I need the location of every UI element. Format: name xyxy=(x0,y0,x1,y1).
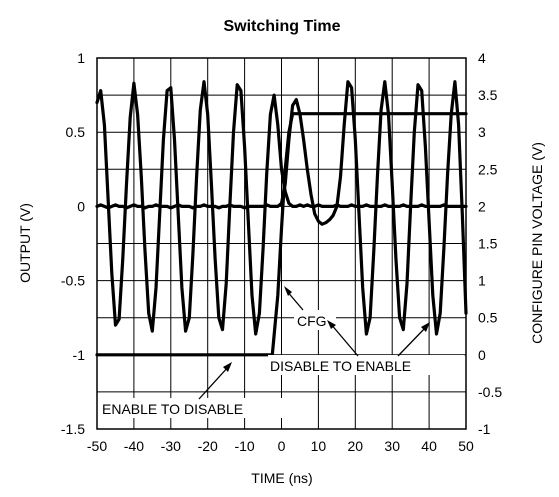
y2-tick-label: 2 xyxy=(478,198,486,214)
annotation-enable-to-disable-label: ENABLE TO DISABLE xyxy=(102,401,243,417)
x-tick-labels: -50 -40 -30 -20 -10 0 10 20 30 40 50 xyxy=(87,438,474,454)
x-tick-label: 0 xyxy=(278,438,286,454)
x-tick-label: 40 xyxy=(421,438,437,454)
annotation-disable-to-enable-arrow-2 xyxy=(397,325,428,357)
y2-tick-label: 0 xyxy=(478,347,486,363)
y-tick-labels: -1.5 -1 -0.5 0 0.5 1 xyxy=(61,50,85,437)
series-line-2 xyxy=(95,112,468,357)
y-tick-label: 0 xyxy=(77,198,85,214)
annotation-cfg-bg xyxy=(294,310,336,330)
y2-tick-label: -0.5 xyxy=(478,384,502,400)
y2-tick-labels: -1 -0.5 0 0.5 1 1.5 2 2.5 3 3.5 4 xyxy=(478,50,502,437)
annotation-cfg-label: CFG xyxy=(297,313,327,329)
annotation-disable-to-enable-arrowhead-1 xyxy=(327,320,336,329)
y2-tick-label: 1.5 xyxy=(478,236,498,252)
x-tick-label: 50 xyxy=(458,438,474,454)
annotation-cfg: CFG xyxy=(284,286,336,330)
y2-axis-label: CONFIGURE PIN VOLTAGE (V) xyxy=(529,142,545,344)
y-tick-label: 0.5 xyxy=(66,124,86,140)
y2-tick-label: 0.5 xyxy=(478,310,498,326)
y2-tick-label: 3.5 xyxy=(478,87,498,103)
annotation-enable-to-disable: ENABLE TO DISABLE xyxy=(100,362,298,418)
annotation-disable-to-enable-arrowhead-2 xyxy=(421,322,430,332)
x-axis-label: TIME (ns) xyxy=(251,470,312,486)
chart-title: Switching Time xyxy=(223,18,340,35)
y-tick-label: 1 xyxy=(77,50,85,66)
x-tick-label: -50 xyxy=(87,438,107,454)
series-layer xyxy=(95,80,468,357)
y-tick-label: -0.5 xyxy=(61,273,85,289)
annotation-cfg-arrowhead xyxy=(284,286,292,296)
y-axis-label: OUTPUT (V) xyxy=(17,203,33,283)
x-tick-label: 30 xyxy=(384,438,400,454)
annotation-enable-to-disable-bg xyxy=(100,398,298,418)
annotation-disable-to-enable-bg xyxy=(268,355,464,375)
x-tick-label: -40 xyxy=(124,438,144,454)
y2-tick-label: -1 xyxy=(478,421,491,437)
series-line-0 xyxy=(95,80,468,336)
annotation-disable-to-enable: DISABLE TO ENABLE xyxy=(268,320,464,375)
x-tick-label: -30 xyxy=(161,438,181,454)
x-tick-label: 10 xyxy=(311,438,327,454)
plot-frame xyxy=(96,57,467,430)
y2-tick-label: 4 xyxy=(478,50,486,66)
annotation-disable-to-enable-label: DISABLE TO ENABLE xyxy=(270,358,411,374)
y2-tick-label: 1 xyxy=(478,273,486,289)
annotation-enable-to-disable-arrowhead xyxy=(223,362,232,372)
y-tick-label: -1.5 xyxy=(61,421,85,437)
x-tick-label: -20 xyxy=(198,438,218,454)
y2-tick-label: 3 xyxy=(478,124,486,140)
y2-tick-label: 2.5 xyxy=(478,161,498,177)
y-tick-label: -1 xyxy=(73,347,86,363)
annotation-enable-to-disable-arrow xyxy=(198,365,230,400)
x-tick-label: -10 xyxy=(234,438,254,454)
annotation-disable-to-enable-arrow-1 xyxy=(329,322,359,357)
x-tick-label: 20 xyxy=(348,438,364,454)
